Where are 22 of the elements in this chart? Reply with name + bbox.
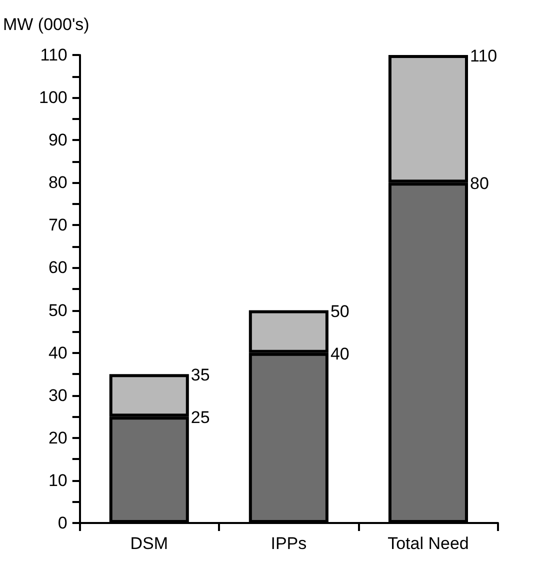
y-tick-label: 70: [48, 216, 68, 235]
y-tick-label: 20: [48, 428, 68, 448]
data-label: 40: [330, 344, 350, 364]
y-tick-label: 110: [40, 46, 68, 64]
y-axis-title: MW (000's): [2, 15, 90, 34]
total-label: 35: [190, 366, 210, 385]
y-tick-label: 0: [58, 514, 68, 532]
y-tick-label: 60: [48, 258, 68, 278]
total-label: 110: [470, 46, 498, 66]
y-tick-label: 30: [48, 386, 68, 405]
y-tick-label: 100: [38, 88, 68, 108]
y-tick-label: 80: [48, 173, 68, 192]
data-label: 80: [470, 174, 489, 194]
x-tick-label: IPPs: [270, 534, 307, 553]
y-tick-label: 40: [48, 343, 68, 362]
data-label: 25: [190, 408, 210, 428]
total-label: 50: [330, 302, 350, 321]
y-tick-label: 90: [48, 130, 68, 150]
x-tick-label: Total Need: [388, 534, 469, 553]
y-tick-label: 10: [48, 470, 68, 490]
y-tick-label: 50: [48, 300, 68, 320]
x-tick-label: DSM: [130, 534, 168, 553]
